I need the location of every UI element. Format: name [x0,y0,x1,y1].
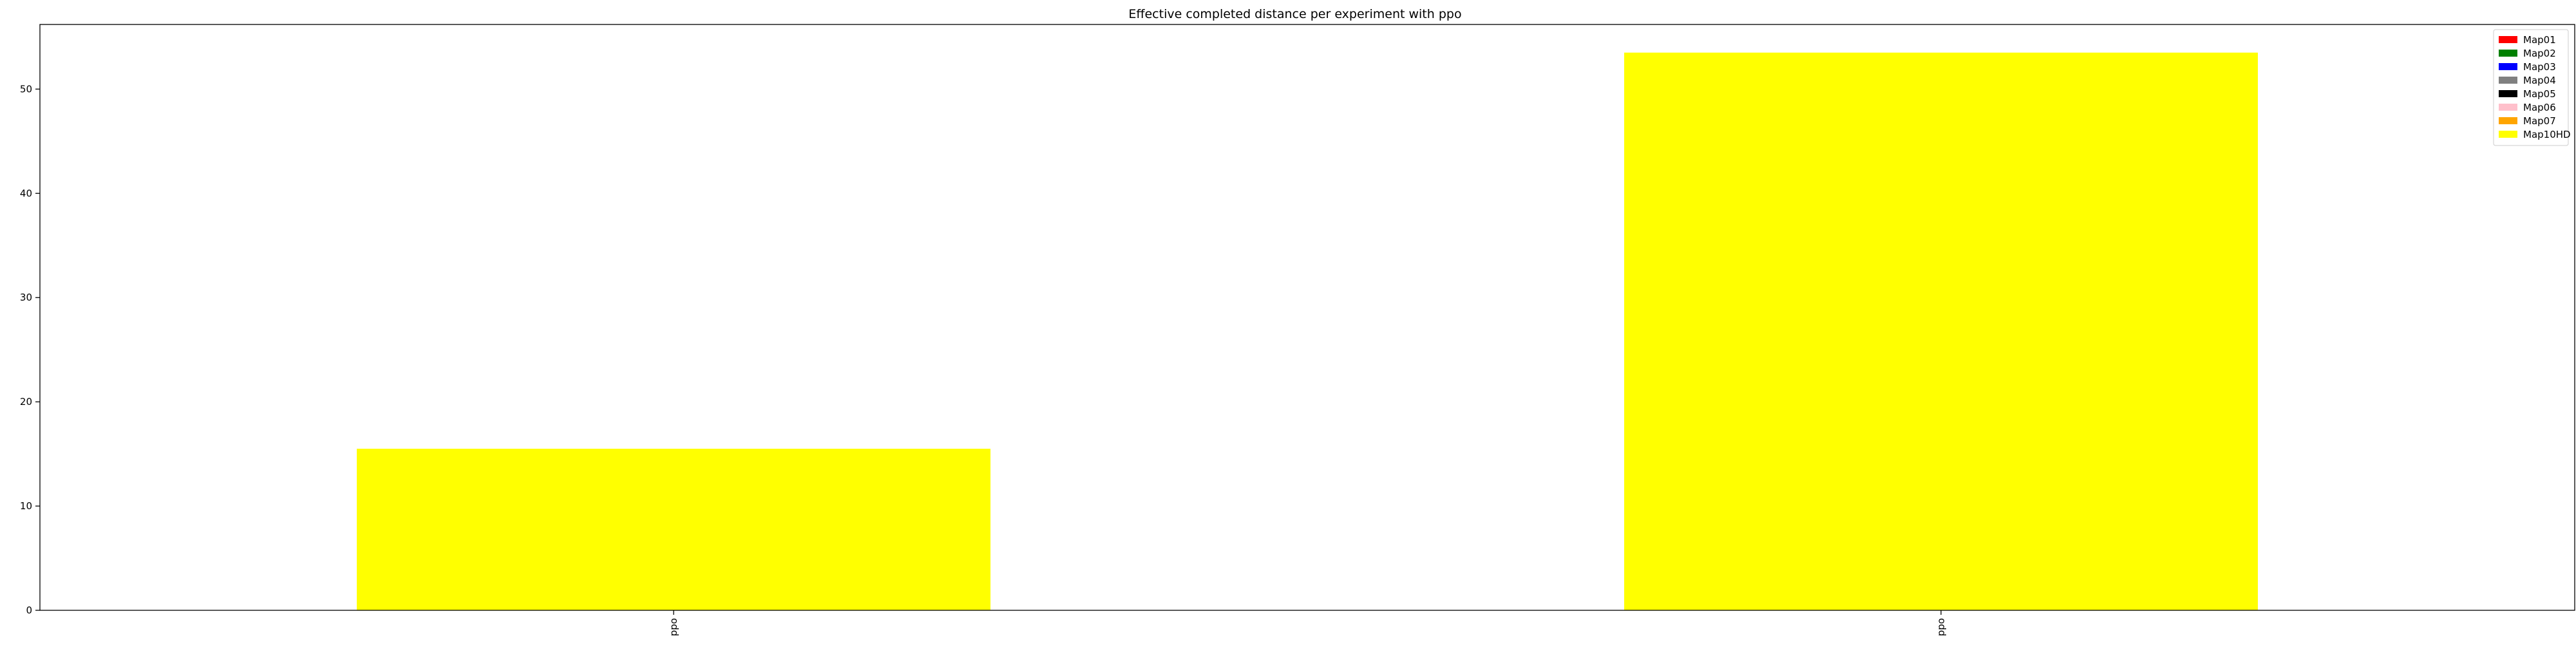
legend-swatch [2499,50,2517,57]
legend-label: Map06 [2523,102,2556,113]
bar-map10hd-1 [1624,52,2258,610]
legend-label: Map10HD [2523,129,2571,140]
y-tick-label: 10 [20,500,32,512]
y-tick-label: 20 [20,396,32,408]
x-tick-label: ppo [668,618,679,636]
chart-title: Effective completed distance per experim… [1128,7,1461,21]
y-tick-label: 40 [20,187,32,199]
bar-map10hd-0 [357,449,990,610]
legend-swatch [2499,104,2517,111]
legend-swatch [2499,36,2517,43]
legend-label: Map05 [2523,88,2556,100]
y-axis: 0 10 20 30 40 50 [20,83,40,616]
plot-frame [39,24,2575,611]
x-tick-label: ppo [1935,618,1947,636]
y-tick-label: 0 [26,605,32,616]
legend-swatch [2499,131,2517,138]
y-tick-label: 30 [20,292,32,303]
legend: Map01 Map02 Map03 Map04 Map05 Map06 Map07 Map10… [2493,29,2571,146]
legend-label: Map07 [2523,115,2556,127]
legend-frame [2493,29,2569,146]
legend-swatch [2499,117,2517,124]
legend-label: Map04 [2523,75,2556,86]
legend-swatch [2499,63,2517,70]
legend-label: Map03 [2523,61,2556,73]
legend-label: Map01 [2523,34,2556,46]
legend-label: Map02 [2523,48,2556,59]
legend-swatch [2499,77,2517,84]
legend-swatch [2499,90,2517,97]
x-axis: ppo ppo [668,610,1947,636]
bars-group [357,52,2258,610]
y-tick-label: 50 [20,83,32,95]
